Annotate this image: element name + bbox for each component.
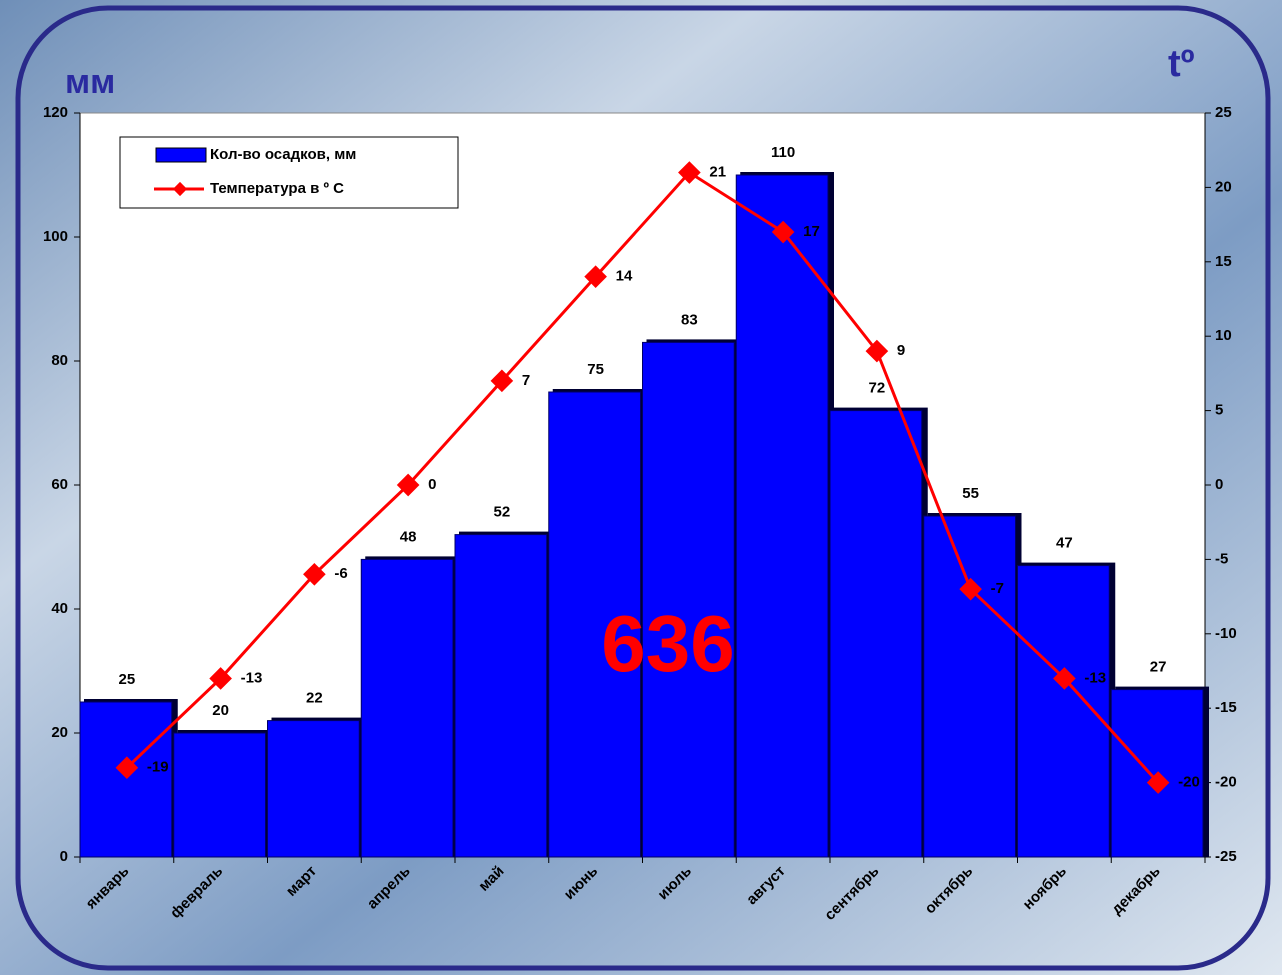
point-value-label: -13 bbox=[1084, 669, 1106, 686]
y2-tick-label: 0 bbox=[1215, 476, 1223, 493]
y-tick-label: 60 bbox=[51, 476, 68, 493]
point-value-label: 7 bbox=[522, 372, 530, 389]
bar bbox=[642, 341, 735, 858]
point bbox=[490, 369, 514, 393]
y-axis-label: мм bbox=[65, 63, 115, 101]
point-value-label: 21 bbox=[709, 163, 726, 180]
bar bbox=[454, 534, 548, 858]
bar-value-label: 27 bbox=[1150, 659, 1167, 676]
bar-value-label: 22 bbox=[306, 690, 323, 707]
bar bbox=[173, 732, 266, 858]
y-tick-label: 80 bbox=[51, 352, 68, 369]
y-tick-label: 0 bbox=[60, 848, 68, 865]
legend-label: Температура в º С bbox=[210, 180, 344, 197]
y2-axis-label: tº bbox=[1168, 43, 1195, 85]
bar-value-label: 52 bbox=[494, 504, 511, 521]
y2-tick-label: -25 bbox=[1215, 848, 1237, 865]
bar bbox=[267, 720, 360, 858]
line bbox=[125, 170, 1160, 784]
y2-tick-label: 25 bbox=[1215, 104, 1232, 121]
legend-label: Кол-во осадков, мм bbox=[210, 146, 356, 163]
y2-tick-label: 10 bbox=[1215, 327, 1232, 344]
y2-tick-label: -15 bbox=[1215, 699, 1237, 716]
bar-value-label: 20 bbox=[212, 702, 229, 719]
legend-marker bbox=[172, 181, 188, 197]
annotation: 636 bbox=[601, 599, 734, 688]
frame bbox=[15, 5, 1271, 971]
point bbox=[1053, 667, 1076, 690]
point-value-label: -7 bbox=[991, 580, 1004, 597]
bar bbox=[735, 174, 829, 858]
point-value-label: -20 bbox=[1178, 774, 1200, 791]
bar-value-label: 55 bbox=[962, 485, 979, 502]
point bbox=[303, 562, 326, 586]
y2-tick-label: 15 bbox=[1215, 253, 1232, 270]
bar bbox=[79, 701, 173, 858]
y-tick-label: 100 bbox=[43, 228, 68, 245]
bar bbox=[548, 391, 641, 858]
bar-value-label: 72 bbox=[869, 380, 886, 397]
y2-tick-label: 20 bbox=[1215, 178, 1232, 195]
bar-value-label: 83 bbox=[681, 311, 698, 328]
point-value-label: 0 bbox=[428, 476, 436, 493]
y-tick-label: 20 bbox=[51, 724, 68, 741]
point-value-label: -13 bbox=[241, 669, 263, 686]
point bbox=[959, 577, 982, 601]
bar bbox=[829, 410, 923, 858]
point bbox=[865, 339, 889, 363]
bar-value-label: 25 bbox=[119, 671, 136, 688]
y-tick-label: 120 bbox=[43, 104, 68, 121]
bar-value-label: 110 bbox=[771, 144, 795, 161]
point-value-label: 9 bbox=[897, 342, 905, 359]
point bbox=[396, 473, 420, 497]
y2-tick-label: -5 bbox=[1215, 550, 1228, 567]
bar bbox=[360, 558, 454, 858]
y-tick-label: 40 bbox=[51, 600, 68, 617]
point bbox=[584, 265, 607, 288]
bar-value-label: 47 bbox=[1056, 535, 1073, 552]
y2-tick-label: 5 bbox=[1215, 402, 1223, 419]
bar-value-label: 75 bbox=[587, 361, 604, 378]
y2-tick-label: -20 bbox=[1215, 774, 1237, 791]
point-value-label: -6 bbox=[334, 565, 347, 582]
point bbox=[1146, 771, 1170, 794]
point-value-label: -19 bbox=[147, 759, 169, 776]
y2-tick-label: -10 bbox=[1215, 625, 1237, 642]
bar-value-label: 48 bbox=[400, 528, 417, 545]
point-value-label: 17 bbox=[803, 223, 820, 240]
bar bbox=[923, 515, 1016, 858]
legend-swatch bbox=[155, 147, 207, 163]
point-value-label: 14 bbox=[616, 268, 633, 285]
